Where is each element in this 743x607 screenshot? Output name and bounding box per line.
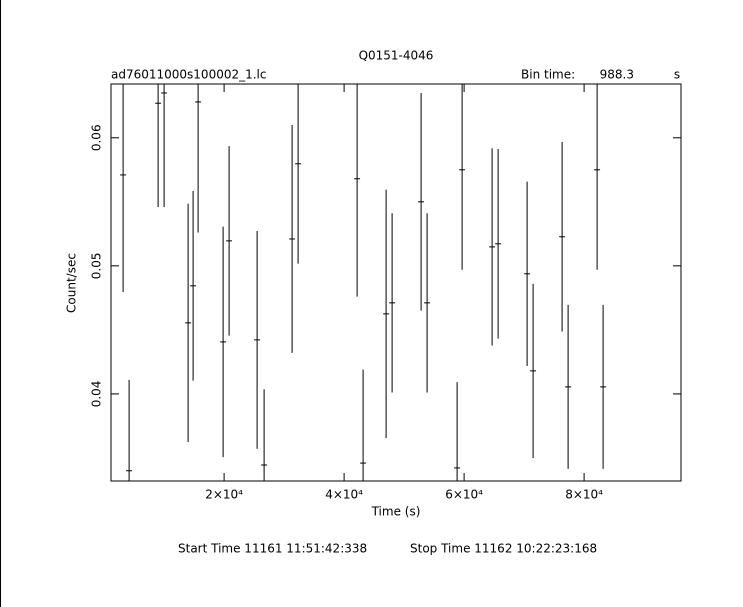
bin-time: 988.3 xyxy=(600,68,634,82)
start-time: Start Time 11161 11:51:42:338 xyxy=(178,542,367,556)
x-axis-label: Time (s) xyxy=(371,505,421,519)
y-axis-label: Count/sec xyxy=(65,253,79,313)
file-label: ad76011000s100002_1.lc xyxy=(111,68,267,82)
stop-time: Stop Time 11162 10:22:23:168 xyxy=(410,542,597,556)
x-tick-label: 4×10⁴ xyxy=(325,488,363,502)
y-tick-label: 0.06 xyxy=(90,124,104,151)
bin-time-unit: s xyxy=(674,68,680,82)
x-tick-label: 2×10⁴ xyxy=(205,488,243,502)
y-tick-label: 0.05 xyxy=(90,252,104,279)
x-tick-label: 6×10⁴ xyxy=(445,488,483,502)
x-tick-label: 8×10⁴ xyxy=(565,488,603,502)
chart-title: Q0151-4046 xyxy=(359,49,434,63)
plot-frame xyxy=(110,83,682,482)
y-tick-label: 0.04 xyxy=(90,381,104,408)
plot-area xyxy=(120,84,607,481)
bin-time-label: Bin time: xyxy=(521,68,575,82)
